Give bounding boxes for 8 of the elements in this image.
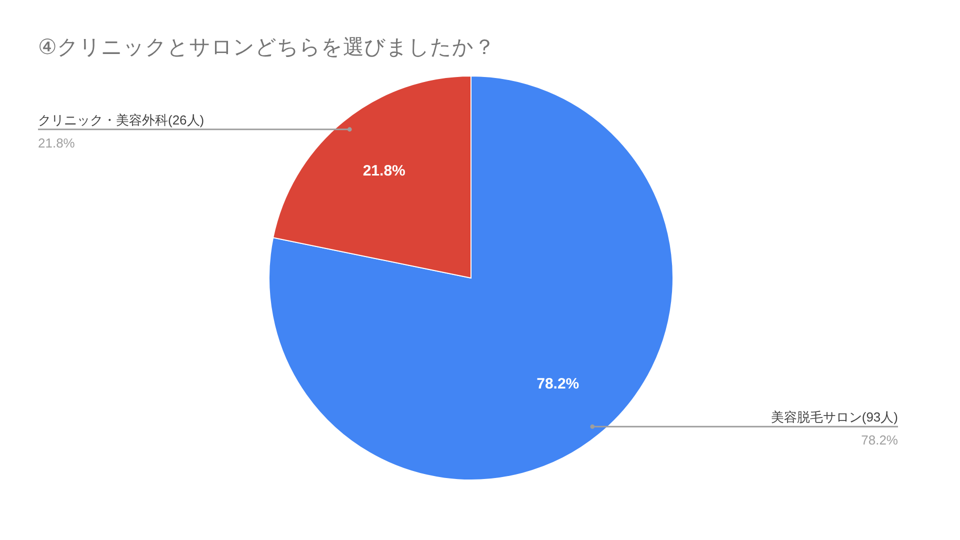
slice-label: クリニック・美容外科(26人) — [38, 112, 204, 128]
chart-title: ④クリニックとサロンどちらを選びましたか？ — [38, 36, 495, 59]
text: 78.2% — [861, 432, 898, 448]
slice-label: 美容脱毛サロン(93人) — [770, 410, 898, 425]
text: 21.8% — [38, 135, 75, 150]
data-label: 21.8% — [362, 162, 406, 180]
data-label: 78.2% — [536, 375, 580, 392]
pie-slice — [268, 76, 674, 480]
